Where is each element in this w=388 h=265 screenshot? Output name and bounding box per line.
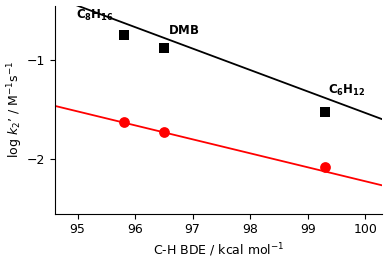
X-axis label: C-H BDE / kcal mol$^{-1}$: C-H BDE / kcal mol$^{-1}$ [153,242,284,259]
Point [121,120,127,125]
Point [322,109,328,114]
Point [322,165,328,169]
Point [161,130,167,134]
Point [161,46,167,50]
Y-axis label: log $k_2$’ / M$^{-1}$s$^{-1}$: log $k_2$’ / M$^{-1}$s$^{-1}$ [5,61,25,158]
Text: $\mathbf{DMB}$: $\mathbf{DMB}$ [168,24,199,37]
Point [121,33,127,37]
Text: $\mathbf{C_8H_{16}}$: $\mathbf{C_8H_{16}}$ [76,8,113,23]
Text: $\mathbf{C_6H_{12}}$: $\mathbf{C_6H_{12}}$ [328,83,365,98]
